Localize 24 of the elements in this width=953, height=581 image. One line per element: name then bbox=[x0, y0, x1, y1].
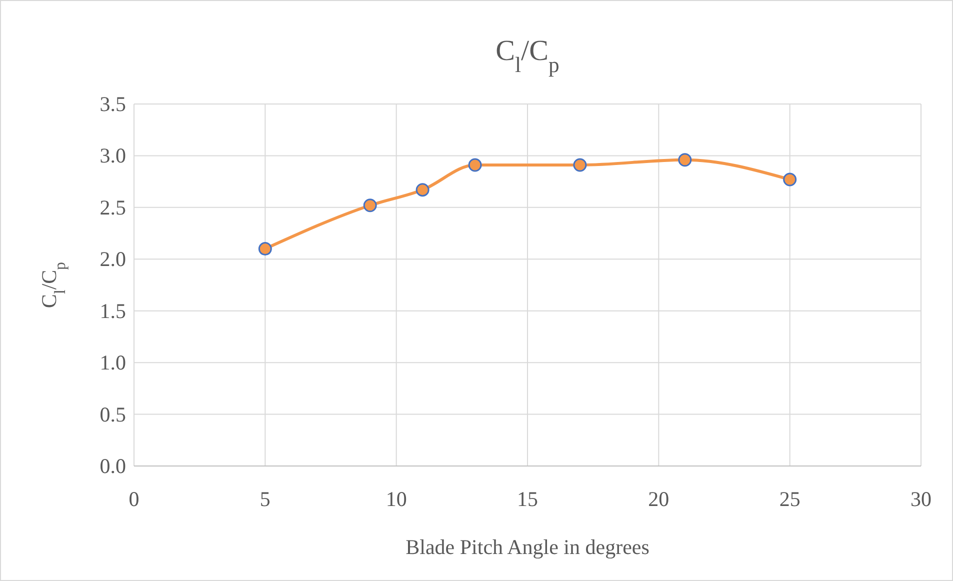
x-tick-label: 10 bbox=[386, 487, 407, 511]
chart-title: C$_{l}$/C$_{p}$ bbox=[496, 35, 560, 77]
y-tick-label: 1.5 bbox=[100, 298, 126, 323]
point bbox=[573, 158, 587, 172]
y-tick-label: 1.0 bbox=[100, 350, 126, 375]
y-tick-label: 3.5 bbox=[100, 92, 126, 116]
point bbox=[416, 183, 430, 197]
x-axis-title: Blade Pitch Angle in degrees bbox=[406, 535, 650, 559]
point bbox=[258, 242, 272, 256]
y-tick-label: 0.0 bbox=[100, 454, 126, 478]
point bbox=[468, 158, 482, 172]
x-tick-label: 15 bbox=[517, 487, 538, 511]
x-tick-label: 25 bbox=[779, 487, 800, 511]
point bbox=[678, 153, 692, 167]
x-tick-label: 30 bbox=[910, 487, 932, 511]
x-tick-label: 20 bbox=[648, 487, 670, 511]
y-tick-label: 0.5 bbox=[100, 402, 126, 426]
x-tick-label: 0 bbox=[128, 487, 140, 511]
y-tick-label: 2.0 bbox=[100, 247, 126, 272]
x-tick-label: 5 bbox=[260, 487, 270, 511]
point bbox=[783, 172, 797, 186]
y-tick-label: 3.0 bbox=[100, 144, 126, 168]
point bbox=[363, 198, 377, 212]
y-tick-label: 2.5 bbox=[100, 195, 126, 220]
